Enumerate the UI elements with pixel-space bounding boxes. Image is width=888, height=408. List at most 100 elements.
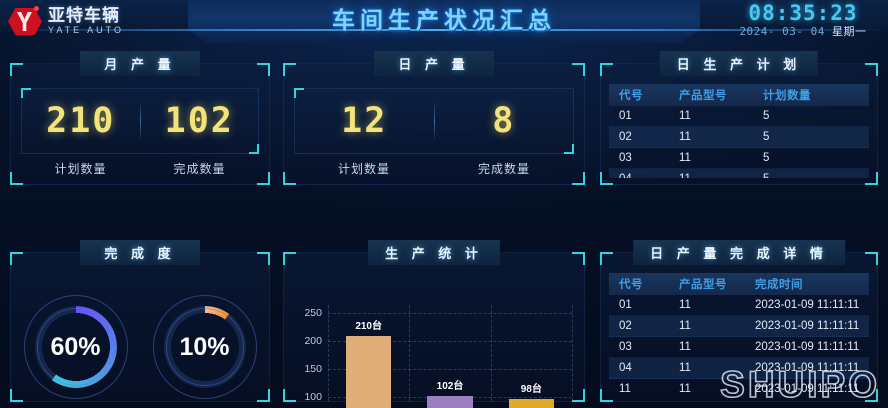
cell-code: 02 [619,320,632,332]
logo-name-en: YATE AUTO [48,25,125,35]
page-title: 车间生产状况汇总 [332,7,556,33]
gridline-vertical [409,305,411,401]
day-planned-value: 12 [341,101,388,141]
cell-qty: 5 [763,110,770,122]
month-completed-label: 完成数量 [173,162,226,176]
gauge-inner-ring [36,308,115,386]
daily-plan-body: 01115021150311504115 [609,106,869,178]
cell-code: 04 [619,362,632,374]
cell-model: 11 [679,110,691,122]
panel-title-month-output: 月 产 量 [80,51,200,76]
logo-name-cn: 亚特车辆 [48,6,120,25]
cell-model: 11 [679,362,691,374]
cell-model: 11 [679,383,691,395]
month-output-values: 210 102 [21,88,259,154]
daily-plan-table[interactable]: 代号 产品型号 计划数量 01115021150311504115 [609,84,869,178]
app-header: 亚特车辆 YATE AUTO 车间生产状况汇总 08:35:23 2024- 0… [0,0,888,43]
column-header-model: 产品型号 [679,90,727,102]
clock-weekday: 星期一 [832,25,867,38]
gauge-1: 10% [152,295,257,399]
cell-code: 01 [619,299,632,311]
column-header-qty: 计划数量 [763,90,811,102]
table-row[interactable]: 01 11 2023-01-09 11:11:11 [609,295,869,316]
cell-qty: 5 [763,152,770,164]
day-planned-label: 计划数量 [337,162,390,176]
day-completed-label: 完成数量 [477,162,530,176]
panel-title-day-output: 日 产 量 [374,51,494,76]
cell-time: 2023-01-09 11:11:11 [755,341,860,353]
cell-code: 02 [619,131,632,143]
brand-logo: 亚特车辆 YATE AUTO [6,3,176,40]
table-row[interactable]: 04 11 2023-01-09 11:11:11 [609,358,869,379]
cell-qty: 5 [749,173,869,178]
clock-time: 08:35:23 [748,1,858,25]
clock: 08:35:23 2024- 03- 04 星期一 [728,1,878,39]
cell-code: 04 [609,173,669,178]
gridline [328,369,572,371]
panel-title-daily-plan: 日 生 产 计 划 [659,51,819,76]
gauge-0: 60% [23,295,128,399]
gridline [328,341,572,343]
kpi-divider [139,100,141,142]
column-header-code: 代号 [619,279,643,291]
y-tick-label: 200 [304,335,322,348]
cell-code: 03 [619,152,632,164]
table-row[interactable]: 02 11 2023-01-09 11:11:11 [609,316,869,337]
table-header-row: 代号 产品型号 计划数量 [609,84,869,106]
gauge-value: 10% [179,332,230,361]
production-bar-chart[interactable]: 100 150 200 250 210台 102台 98台 [290,291,578,408]
table-row[interactable]: 01 11 5 [609,106,869,127]
cell-qty: 5 [763,131,770,143]
day-output-values: 12 8 [294,88,574,154]
cell-code: 03 [619,341,632,353]
column-header-code: 代号 [619,90,643,102]
panel-daily-plan: 日 生 产 计 划 代号 产品型号 计划数量 01115021150311504… [600,51,878,185]
chart-plot-area: 210台 102台 98台 [328,305,573,408]
header-center-plate [188,0,700,43]
table-row[interactable]: 03 11 2023-01-09 11:11:11 [609,337,869,358]
day-detail-body: 01 11 2023-01-09 11:11:11 02 11 2023-01-09 11… [609,295,869,395]
cell-time: 2023-01-09 11:11:11 [755,362,860,374]
column-header-time: 完成时间 [755,279,803,291]
column-header-model: 产品型号 [679,279,727,291]
panel-title-production-stats: 生 产 统 计 [368,240,500,265]
chart-y-axis: 100 150 200 250 [290,305,326,404]
table-row[interactable]: 03 11 5 [609,148,869,169]
table-row[interactable]: 11 11 2023-01-09 11:11:11 [609,379,869,395]
table-row[interactable]: 04115 [609,169,869,178]
panel-day-detail: 日 产 量 完 成 详 情 代号 产品型号 完成时间 01 11 2023-01-0… [600,240,878,402]
panel-title-day-detail: 日 产 量 完 成 详 情 [633,240,845,265]
bar-value-label: 102台 [436,381,464,393]
panel-production-stats: 生 产 统 计 100 150 200 250 210台 102台 98台 [283,240,585,408]
cell-time: 2023-01-09 11:11:11 [755,383,860,395]
panel-title-completion: 完 成 度 [80,240,200,265]
gauge-inner-ring [165,308,244,386]
completion-gauges: 60% 10% [11,293,269,401]
logo-hexagon-icon [6,5,46,38]
panel-completion: 完 成 度 60% 10% [10,240,270,402]
gauge-outer-ring [23,295,128,399]
gauge-value: 60% [50,332,101,361]
cell-model: 11 [679,131,691,143]
month-completed-value: 102 [164,101,234,141]
cell-code: 01 [619,110,632,122]
cell-model: 11 [679,299,691,311]
cell-model: 11 [679,152,691,164]
table-row[interactable]: 02 11 5 [609,127,869,148]
y-tick-label: 100 [304,391,322,404]
bar[interactable]: 210台 [345,321,392,408]
header-glow-line [0,29,888,31]
bar-value-label: 210台 [355,320,382,332]
cell-model: 11 [679,320,691,332]
cell-code: 11 [619,383,631,395]
table-header-row: 代号 产品型号 完成时间 [609,273,869,295]
kpi-divider [433,100,435,142]
bar[interactable]: 102台 [427,381,473,408]
bar-value-label: 98台 [520,383,542,395]
day-detail-table[interactable]: 代号 产品型号 完成时间 01 11 2023-01-09 11:11:11 02 11… [609,273,869,395]
gridline-vertical [328,305,329,401]
gauge-outer-ring [152,295,257,399]
bar[interactable]: 98台 [508,384,555,408]
month-planned-label: 计划数量 [54,162,107,176]
